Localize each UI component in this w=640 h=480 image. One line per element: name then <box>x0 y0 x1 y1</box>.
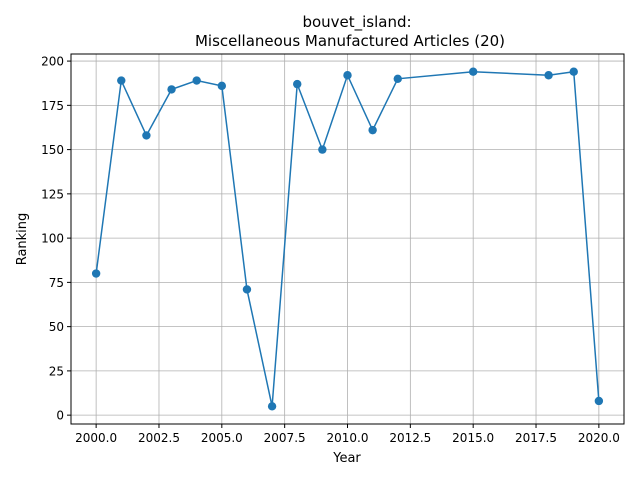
x-tick-label: 2020.0 <box>578 431 620 445</box>
data-point <box>293 79 302 89</box>
y-tick-label: 200 <box>41 55 64 69</box>
data-point <box>117 76 126 85</box>
x-tick-label: 2015.0 <box>452 431 494 445</box>
data-point <box>242 285 252 294</box>
data-point <box>343 71 352 80</box>
y-tick-label: 175 <box>41 99 64 113</box>
y-axis: 0 25 50 75 100 125 150 175 200 <box>41 55 71 423</box>
data-point <box>192 76 201 85</box>
data-point <box>318 145 327 154</box>
x-axis: 2000.0 2002.5 2005.0 2007.5 2010.0 2012.5 2015… <box>75 424 620 445</box>
data-point <box>142 131 151 140</box>
y-tick-label: 150 <box>41 143 64 157</box>
data-point <box>594 396 604 406</box>
chart-title-line2: Miscellaneous Manufactured Articles (20) <box>195 32 505 50</box>
x-tick-label: 2007.5 <box>264 431 306 445</box>
data-point <box>217 81 227 91</box>
y-axis-label: Ranking <box>15 213 30 266</box>
data-point <box>368 125 377 135</box>
plot-frame <box>70 53 625 425</box>
data-point <box>91 269 101 278</box>
y-tick-label: 75 <box>49 276 64 290</box>
data-point <box>544 71 553 80</box>
y-tick-label: 0 <box>56 409 64 423</box>
data-point <box>393 74 402 83</box>
x-tick-label: 2012.5 <box>389 431 431 445</box>
chart-title-line1: bouvet_island: <box>302 13 411 32</box>
x-tick-label: 2002.5 <box>138 431 180 445</box>
y-tick-label: 125 <box>41 187 64 201</box>
x-tick-label: 2010.0 <box>327 431 369 445</box>
series-group <box>91 67 604 411</box>
data-point <box>167 85 176 94</box>
x-tick-label: 2017.5 <box>515 431 557 445</box>
data-point <box>267 402 277 411</box>
x-tick-label: 2000.0 <box>75 431 117 445</box>
y-tick-label: 100 <box>41 232 64 246</box>
data-point <box>468 67 478 76</box>
y-tick-label: 25 <box>49 364 64 378</box>
x-axis-label: Year <box>332 451 361 466</box>
data-point <box>569 67 578 76</box>
y-tick-label: 50 <box>49 320 64 334</box>
x-tick-label: 2005.0 <box>201 431 243 445</box>
grid <box>71 54 624 424</box>
